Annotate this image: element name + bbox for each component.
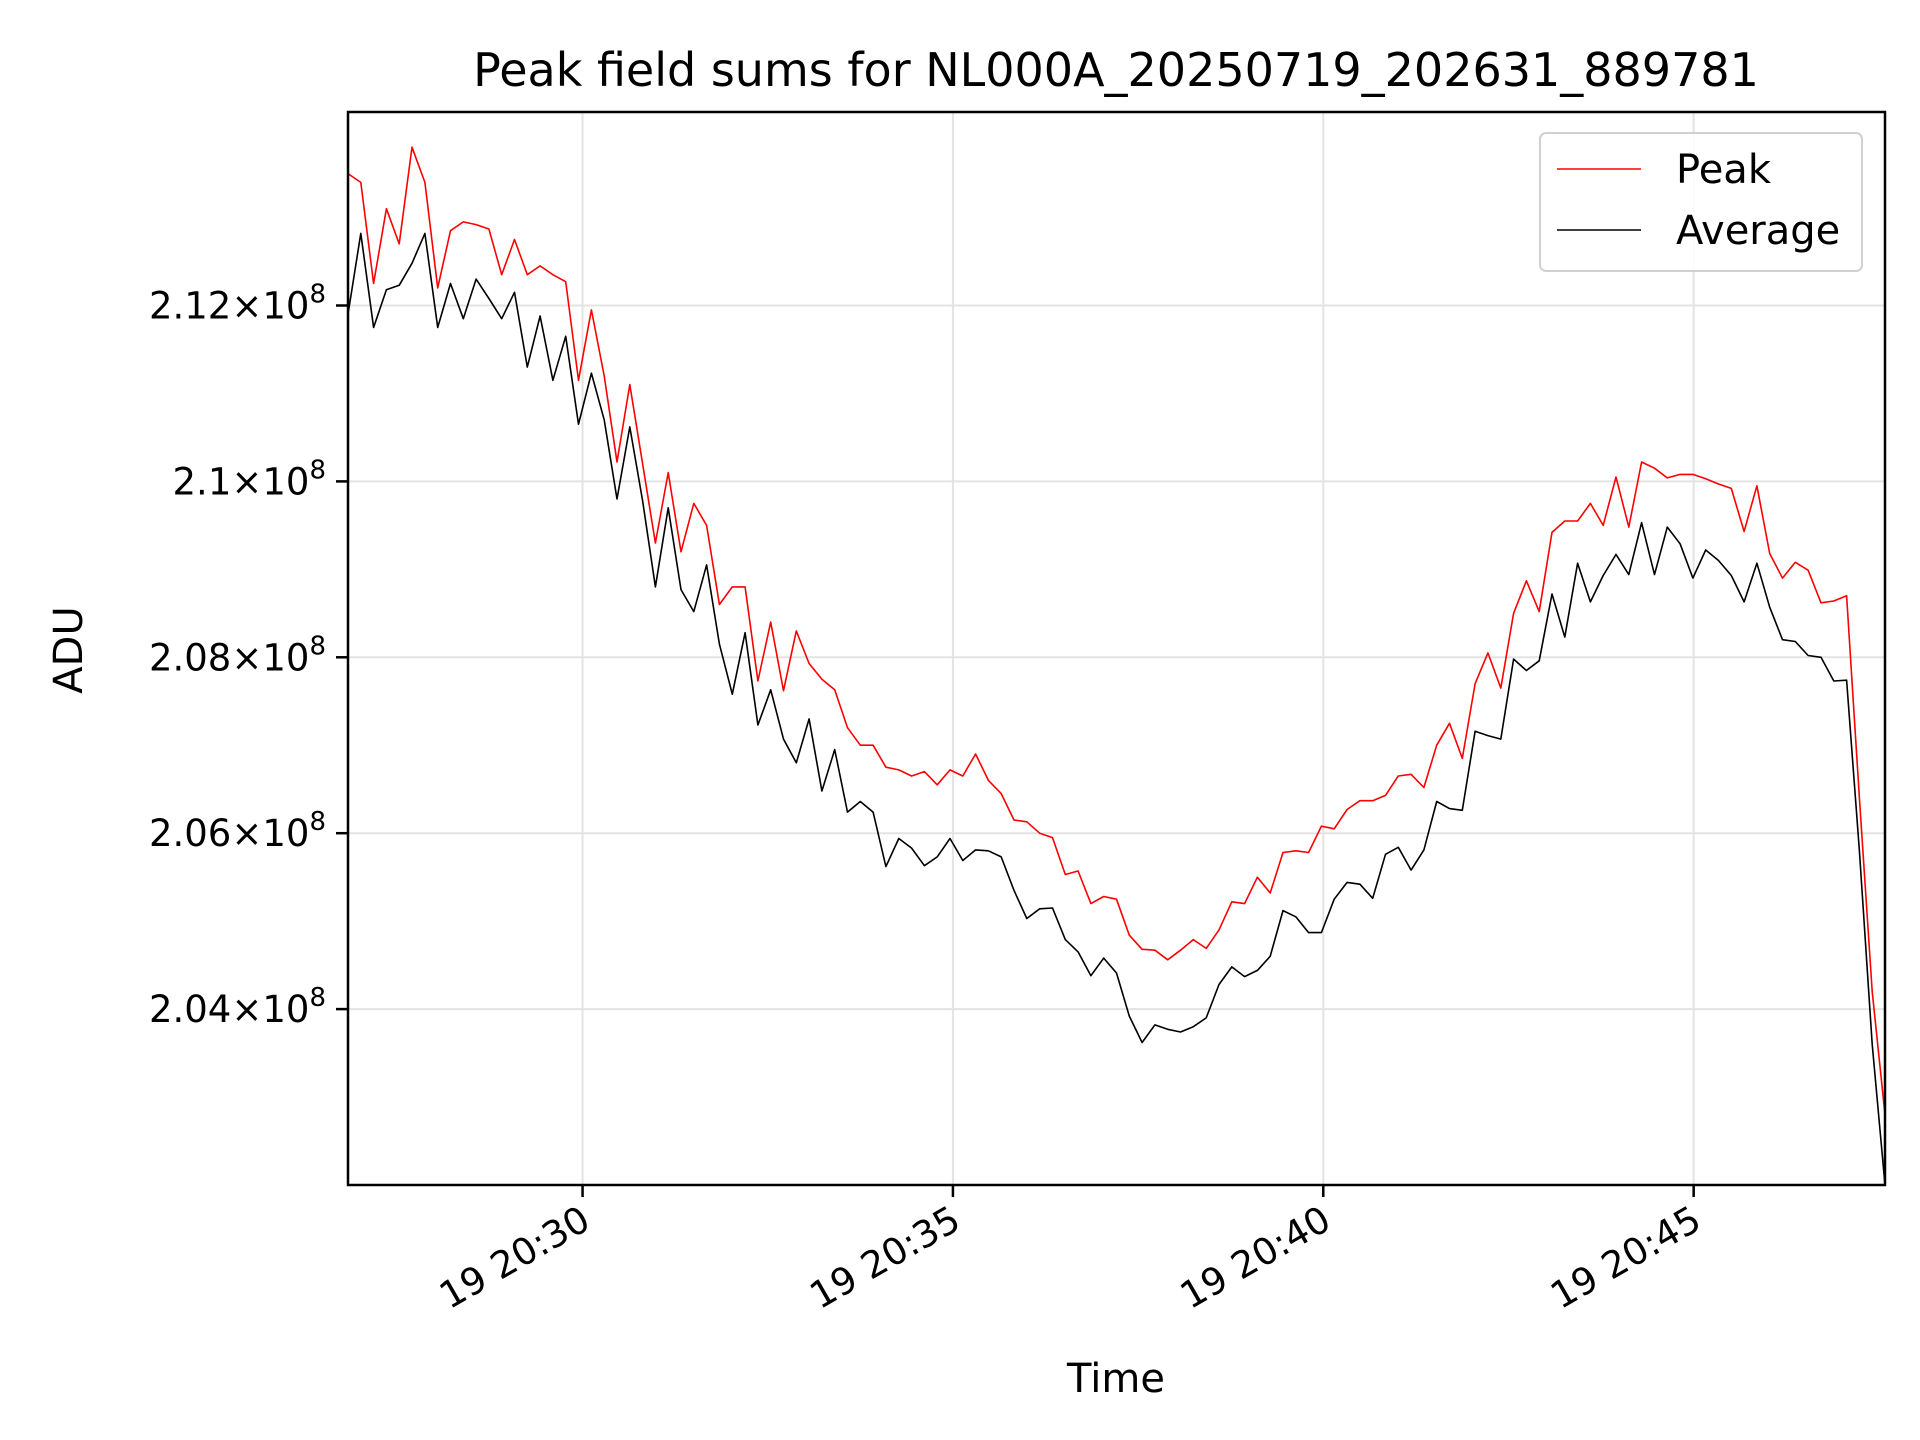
x-axis-label: Time [1066, 1356, 1165, 1402]
y-tick-label: 2.04×108 [149, 983, 326, 1031]
series-lines [347, 146, 1886, 1186]
legend-box [1539, 132, 1863, 272]
y-tick-label: 2.12×108 [149, 279, 326, 327]
legend-label-average: Average [1676, 208, 1840, 254]
legend: Peak Average [1539, 132, 1863, 272]
y-tick-label: 2.08×108 [149, 631, 326, 679]
series-line-peak [347, 146, 1886, 1115]
y-axis-ticks: 2.04×108 2.06×108 2.08×108 2.1×108 2.12×108 [149, 279, 348, 1031]
chart-title: Peak field sums for NL000A_20250719_2026… [473, 43, 1759, 97]
plot-frame [346, 110, 1887, 1187]
y-tick-label: 2.06×108 [149, 807, 326, 855]
series-line-average [347, 232, 1886, 1186]
y-tick-label: 2.1×108 [173, 455, 326, 503]
legend-label-peak: Peak [1676, 147, 1772, 193]
grid-lines [348, 112, 1885, 1185]
y-axis-label: ADU [46, 606, 92, 693]
